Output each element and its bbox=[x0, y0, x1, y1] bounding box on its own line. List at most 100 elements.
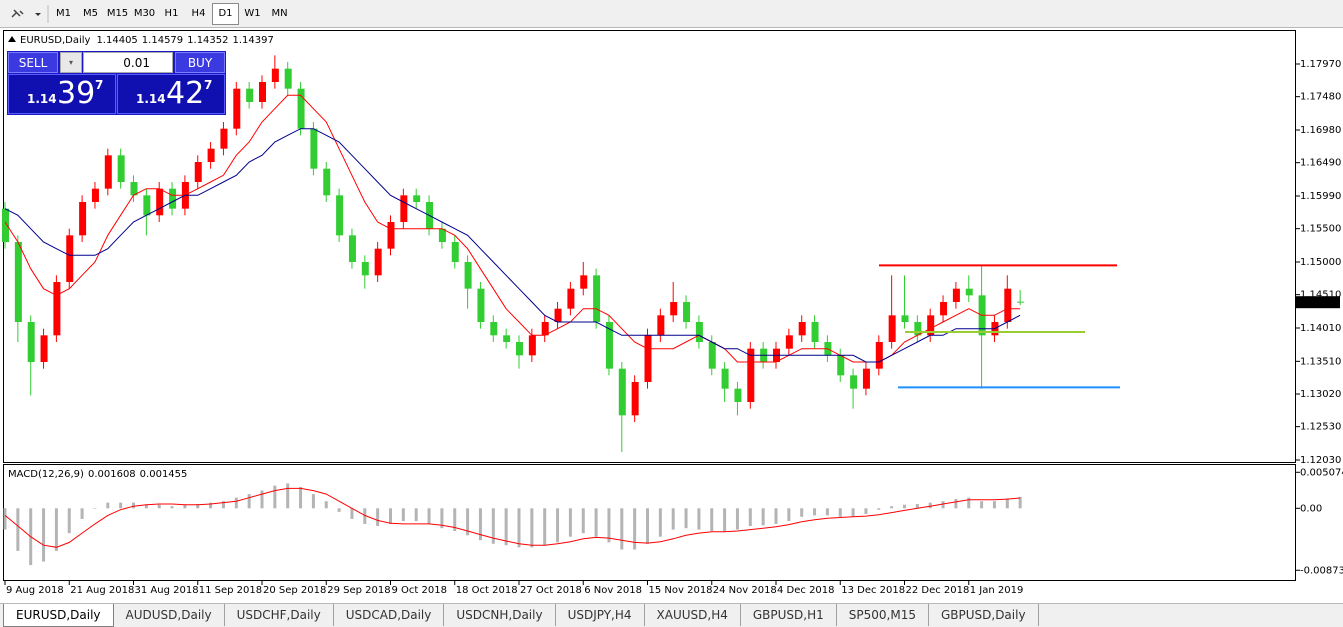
chart-tab[interactable]: USDCAD,Daily bbox=[334, 604, 445, 626]
macd-bar bbox=[337, 508, 341, 512]
candle-body bbox=[79, 202, 87, 236]
timeframe-button[interactable]: M5 bbox=[83, 8, 98, 19]
candle-body bbox=[490, 322, 498, 336]
macd-bar bbox=[414, 508, 418, 522]
macd-bar bbox=[607, 508, 611, 543]
candle-body bbox=[837, 355, 845, 376]
price-tag bbox=[1296, 296, 1340, 309]
candle-body bbox=[233, 88, 241, 129]
chart-tab[interactable]: SP500,M15 bbox=[837, 604, 929, 626]
chart-tab[interactable]: GBPUSD,H1 bbox=[741, 604, 837, 626]
chart-tab[interactable]: EURUSD,Daily bbox=[3, 604, 114, 627]
candle-body bbox=[888, 315, 896, 342]
macd-tick-label: -0.00873 bbox=[1300, 565, 1343, 576]
lot-down[interactable]: ▾ bbox=[60, 52, 82, 73]
timeframe-button[interactable]: H1 bbox=[164, 8, 179, 19]
price-tick-label: 1.15500 bbox=[1300, 224, 1341, 235]
macd-bar bbox=[67, 508, 71, 534]
chart-tab[interactable]: AUDUSD,Daily bbox=[114, 604, 225, 626]
macd-bar bbox=[80, 508, 84, 519]
macd-bar bbox=[543, 508, 547, 546]
candle-body bbox=[284, 68, 292, 89]
timeframe-button[interactable]: M15 bbox=[106, 8, 129, 19]
macd-bar bbox=[54, 508, 58, 551]
timeframe-button[interactable]: M1 bbox=[56, 8, 71, 19]
macd-bar bbox=[324, 501, 328, 509]
price-pane-frame bbox=[3, 30, 1296, 463]
macd-bar bbox=[864, 508, 868, 514]
candle-body bbox=[477, 288, 485, 322]
x-tick-label: 9 Oct 2018 bbox=[392, 585, 447, 596]
lot-input[interactable]: 0.01 bbox=[83, 52, 173, 73]
candle-body bbox=[117, 155, 125, 182]
candle-body bbox=[40, 335, 48, 362]
sell-button[interactable]: SELL bbox=[8, 52, 58, 73]
macd-bar bbox=[42, 508, 46, 562]
candle-body bbox=[361, 262, 369, 276]
candle-body bbox=[464, 262, 472, 289]
candle-body bbox=[580, 275, 588, 289]
macd-bar bbox=[903, 504, 906, 509]
x-tick-label: 20 Sep 2018 bbox=[263, 585, 326, 596]
macd-signal bbox=[4, 487, 1021, 548]
buy-button[interactable]: BUY bbox=[175, 52, 225, 73]
macd-bar bbox=[93, 508, 97, 509]
chart-tab[interactable]: USDJPY,H4 bbox=[556, 604, 645, 626]
macd-bar bbox=[568, 508, 572, 537]
candle-body bbox=[862, 368, 870, 389]
toolbar: M1 M5 M15 M30 H1 H4 D1 W1 MN bbox=[0, 0, 1343, 28]
candle-body bbox=[567, 288, 575, 309]
macd-bar bbox=[311, 494, 315, 509]
macd-header: MACD(12,26,9) 0.001608 0.001455 bbox=[8, 469, 187, 480]
macd-bar bbox=[144, 504, 148, 509]
macd-bar bbox=[299, 487, 303, 509]
candle-body bbox=[708, 342, 716, 369]
macd-bar bbox=[684, 508, 688, 529]
price-tick-label: 1.16490 bbox=[1300, 158, 1341, 169]
macd-value: 0.001608 bbox=[88, 469, 136, 480]
macd-bar bbox=[748, 508, 752, 527]
candle-body bbox=[811, 322, 819, 342]
macd-bar bbox=[106, 502, 110, 509]
macd-bar bbox=[247, 494, 251, 509]
chart-tab[interactable]: GBPUSD,Daily bbox=[929, 604, 1039, 626]
macd-bar bbox=[3, 508, 7, 530]
candle-body bbox=[940, 302, 948, 316]
candle-body bbox=[220, 128, 228, 149]
ask-price[interactable]: 1.14 42 7 bbox=[117, 74, 225, 114]
price-tick-label: 1.12030 bbox=[1300, 455, 1341, 466]
chart-tab[interactable]: USDCNH,Daily bbox=[444, 604, 556, 626]
header-open: 1.14405 bbox=[96, 35, 137, 46]
timeframe-button[interactable]: H4 bbox=[191, 8, 206, 19]
chart-tab[interactable]: XAUUSD,H4 bbox=[645, 604, 741, 626]
bid-pips: 39 bbox=[57, 76, 96, 111]
candle-body bbox=[721, 368, 729, 389]
price-tick-label: 1.13020 bbox=[1300, 389, 1341, 400]
timeframe-button[interactable]: M30 bbox=[133, 8, 156, 19]
candle-body bbox=[259, 82, 266, 102]
timeframe-button[interactable]: W1 bbox=[244, 8, 261, 19]
timeframe-button[interactable]: D1 bbox=[212, 2, 239, 25]
macd-bar bbox=[517, 508, 521, 548]
macd-bar bbox=[851, 508, 855, 517]
candle-body bbox=[451, 242, 459, 262]
macd-bar bbox=[170, 506, 174, 509]
candle-body bbox=[271, 68, 279, 82]
x-tick-label: 18 Oct 2018 bbox=[456, 585, 518, 596]
macd-bar bbox=[491, 508, 495, 544]
chart-tabs: EURUSD,Daily AUDUSD,Daily USDCHF,Daily USDC… bbox=[0, 603, 1343, 627]
macd-bar bbox=[761, 508, 765, 526]
candle-body bbox=[618, 368, 626, 416]
timeframe-button[interactable]: MN bbox=[271, 8, 288, 19]
candle-body bbox=[1017, 301, 1025, 303]
macd-title: MACD(12,26,9) bbox=[8, 469, 84, 480]
toolbar-tools[interactable] bbox=[0, 1, 50, 27]
candle-body bbox=[605, 322, 613, 369]
candle-body bbox=[695, 322, 703, 342]
macd-bar bbox=[954, 499, 958, 509]
bid-price[interactable]: 1.14 39 7 bbox=[8, 74, 116, 114]
chart-tab[interactable]: USDCHF,Daily bbox=[225, 604, 334, 626]
macd-bar bbox=[16, 508, 20, 551]
candle-body bbox=[1004, 288, 1012, 322]
